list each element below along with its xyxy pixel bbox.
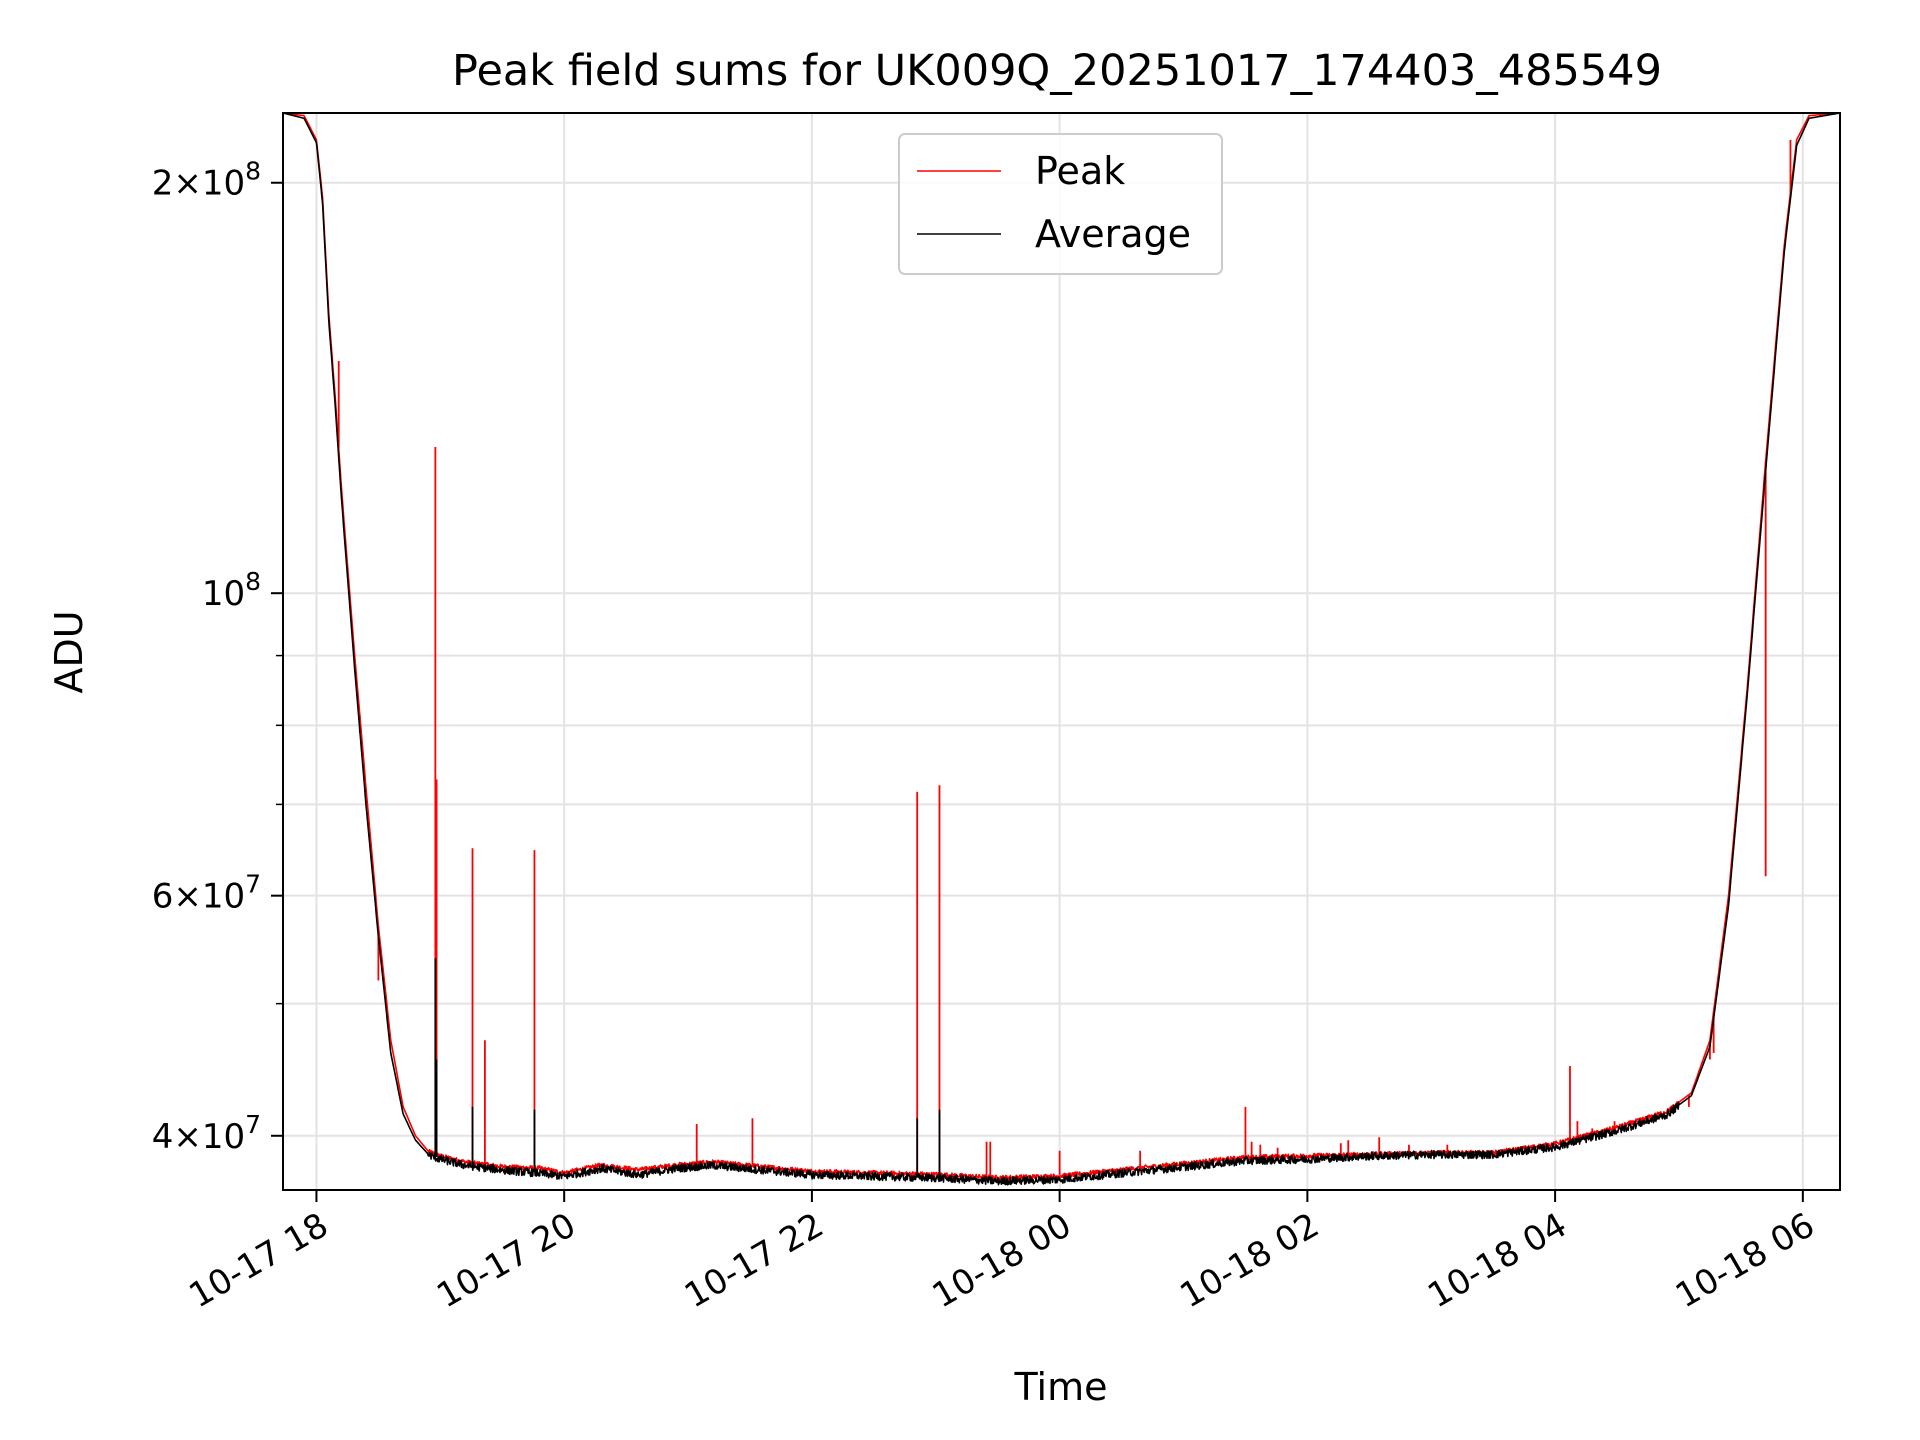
x-axis-label: Time	[1014, 1365, 1108, 1409]
legend-box	[898, 133, 1223, 275]
series-average	[282, 112, 1841, 1186]
y-axis-label: ADU	[47, 610, 91, 693]
chart-title: Peak field sums for UK009Q_20251017_1744…	[452, 46, 1662, 96]
grid	[283, 113, 1840, 1190]
y-tick-label: 6×107	[152, 870, 261, 917]
series-peak-line	[282, 112, 1841, 1181]
legend-peak-label: Peak	[1035, 149, 1125, 193]
y-tick-label: 2×108	[152, 157, 261, 204]
legend: Peak Average	[898, 133, 1223, 275]
plot-area: 10-17 18 10-17 20 10-17 22 10-18 00 10-18 02…	[152, 112, 1841, 1316]
legend-average-label: Average	[1035, 212, 1191, 256]
y-tick-label: 4×107	[152, 1110, 261, 1157]
series-average-line	[282, 112, 1841, 1186]
plot-background	[283, 113, 1840, 1190]
plot-frame	[282, 112, 1841, 1191]
y-tick-label: 108	[202, 567, 261, 614]
series-lines	[282, 112, 1841, 1186]
y-axis: 4×107 6×107 108 2×108	[152, 157, 283, 1157]
